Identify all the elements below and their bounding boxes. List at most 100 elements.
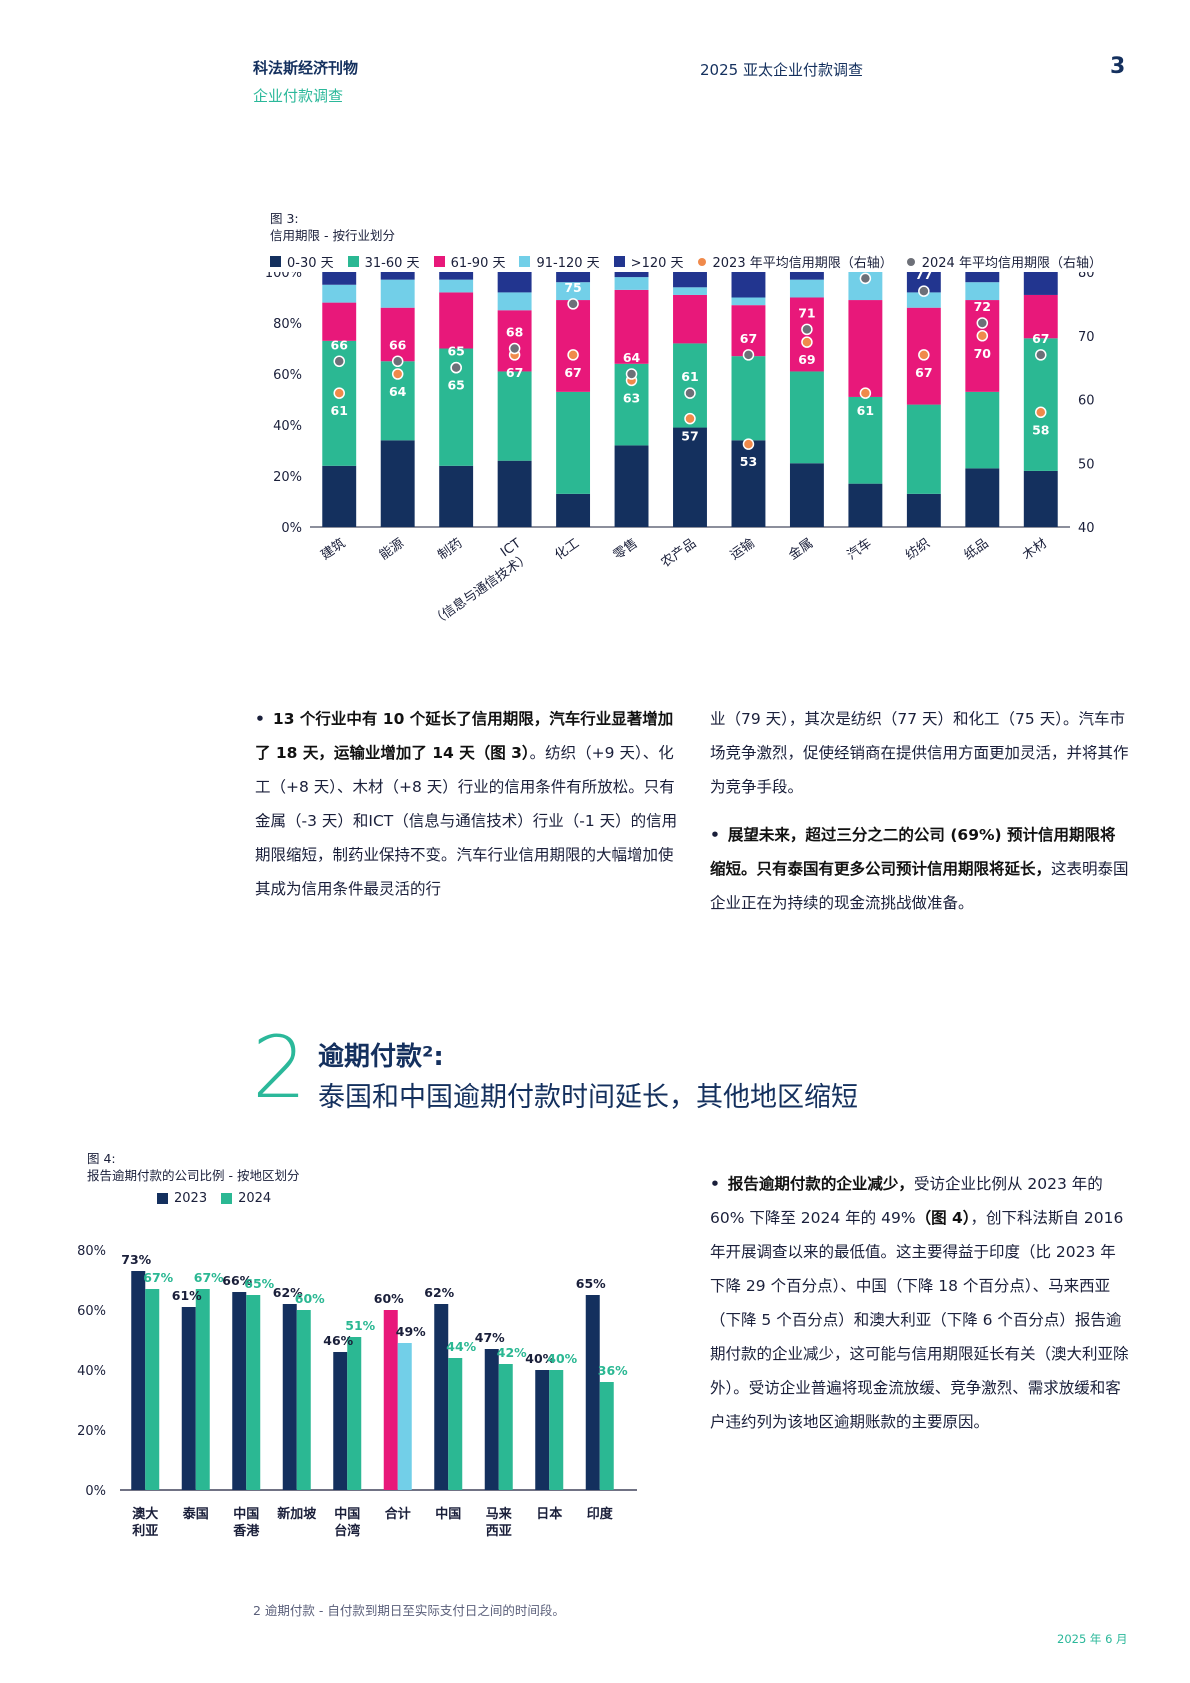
category-label: 合计	[385, 1506, 411, 1522]
figure4-legend: 2023 2024	[157, 1191, 285, 1206]
avg-2024-point	[391, 355, 404, 367]
paragraph-bold: 展望未来，超过三分之二的公司 (69%) 预计信用期限将缩短。只有泰国有更多公司…	[710, 826, 1116, 878]
category-label-group: 化工	[552, 536, 582, 563]
bar-segment	[789, 272, 824, 280]
legend-swatch	[221, 1193, 233, 1204]
bar-2023	[181, 1307, 196, 1490]
bar-2024	[296, 1310, 311, 1490]
figure4-label-block: 图 4: 报告逾期付款的公司比例 - 按地区划分	[87, 1150, 299, 1184]
avg-2023-point	[333, 387, 345, 399]
publication-date: 2025 年 6 月	[1057, 1632, 1128, 1646]
legend-swatch	[157, 1193, 168, 1204]
bar-segment	[673, 294, 707, 344]
bar-2023	[383, 1310, 398, 1490]
category-label: 泰国	[182, 1506, 209, 1522]
avg-2023-label: 61	[857, 403, 874, 418]
legend-label: 0-30 天	[287, 256, 334, 271]
avg-2024-point	[1035, 349, 1047, 361]
value-label-2024: 51%	[345, 1318, 375, 1333]
bar-segment	[673, 287, 707, 295]
legend-label: 2024	[238, 1191, 272, 1206]
bar-segment	[906, 404, 941, 494]
paragraph-credit-terms: • 13 个行业中有 10 个延长了信用期限，汽车行业显著增加了 18 天，运输业…	[255, 702, 680, 906]
bar-2024	[498, 1364, 513, 1490]
legend-label: 2023	[174, 1191, 208, 1206]
category-label: 日本	[536, 1506, 562, 1522]
category-label: 零售	[610, 535, 640, 563]
bar-segment	[789, 463, 824, 527]
footnote: 2 逾期付款 - 自付款到期日至实际支付日之间的时间段。	[253, 1603, 565, 1618]
figure4-caption: 报告逾期付款的公司比例 - 按地区划分	[87, 1168, 300, 1183]
avg-2023-label: 65	[447, 378, 464, 393]
y-tick-label: 60%	[77, 1304, 106, 1319]
y2-tick-label: 40	[1078, 521, 1095, 536]
bar-segment	[439, 465, 474, 527]
bar-2023	[282, 1304, 297, 1490]
legend-item: 91-120 天	[519, 252, 600, 271]
category-label: 金属	[786, 535, 816, 563]
legend-label: >120 天	[630, 256, 684, 271]
category-label-group: 金属	[786, 535, 816, 563]
y-tick-label: 40%	[77, 1364, 106, 1379]
category-label: 利亚	[132, 1523, 158, 1539]
value-label-2024: 44%	[446, 1339, 476, 1354]
figure3-legend: 0-30 天 31-60 天 61-90 天 91-120 天 >120 天 2…	[270, 252, 1116, 271]
bar-segment	[965, 282, 1000, 301]
bar-segment	[439, 292, 474, 349]
legend-item: 2024	[221, 1191, 271, 1206]
bar-segment	[556, 300, 591, 392]
avg-2023-point	[976, 330, 989, 342]
avg-2024-point	[859, 272, 872, 285]
avg-2024-label: 67	[1032, 331, 1049, 346]
y-tick-label: 100%	[265, 272, 302, 281]
category-label-group: 运输	[727, 535, 757, 563]
bar-segment	[965, 391, 1000, 469]
value-label-2023: 62%	[424, 1285, 454, 1300]
category-label-group: 纸品	[962, 536, 992, 563]
bar-segment	[731, 356, 766, 441]
figure3-label: 图 3:	[270, 211, 299, 226]
avg-2024-point	[625, 368, 638, 380]
avg-2023-point	[567, 349, 579, 361]
y2-tick-label: 70	[1078, 330, 1095, 345]
bar-segment	[673, 427, 707, 527]
value-label-2023: 40%	[525, 1351, 555, 1366]
bullet: •	[710, 826, 720, 844]
bar-segment	[380, 272, 415, 280]
y-tick-label: 80%	[273, 317, 302, 332]
bar-segment	[614, 272, 649, 278]
report-title: 2025 亚太企业付款调查	[700, 61, 863, 79]
bar-segment	[497, 460, 532, 527]
avg-2024-point	[333, 355, 345, 367]
avg-2024-point	[742, 349, 755, 361]
avg-2024-point	[976, 317, 989, 329]
legend-dot	[906, 257, 915, 266]
bar-segment	[380, 307, 415, 362]
value-label-2024: 67%	[143, 1270, 173, 1285]
bar-2023	[232, 1292, 247, 1490]
bar-segment	[439, 272, 474, 280]
avg-2024-label: 75	[564, 280, 581, 295]
y-tick-label: 20%	[273, 470, 302, 485]
category-label: 中国	[435, 1506, 461, 1522]
avg-2024-label: 61	[681, 369, 698, 384]
avg-2023-label: 69	[798, 352, 815, 367]
y-tick-label: 80%	[77, 1244, 106, 1259]
value-label-2024: 60%	[295, 1291, 325, 1306]
credit-term-chart: 0% 20% 40% 60% 80% 100% 40 50 60 70 80 建筑 66 61 能源 66 64…	[265, 272, 1095, 629]
value-label-2024: 42%	[497, 1345, 527, 1360]
avg-2023-point	[918, 349, 930, 361]
avg-2023-label: 53	[740, 454, 757, 469]
value-label-2024: 65%	[244, 1276, 274, 1291]
category-label: 运输	[727, 535, 757, 563]
legend-label: 2023 年平均信用期限（右轴）	[712, 256, 893, 271]
section-title: 逾期付款²:	[318, 1042, 444, 1072]
avg-2023-label: 67	[564, 365, 581, 380]
legend-swatch	[433, 256, 445, 267]
bar-segment	[731, 272, 766, 298]
category-label: 建筑	[318, 535, 348, 563]
avg-2023-label: 70	[974, 346, 992, 361]
bar-segment	[497, 310, 532, 372]
bar-segment	[848, 396, 883, 484]
bar-segment	[965, 468, 1000, 527]
